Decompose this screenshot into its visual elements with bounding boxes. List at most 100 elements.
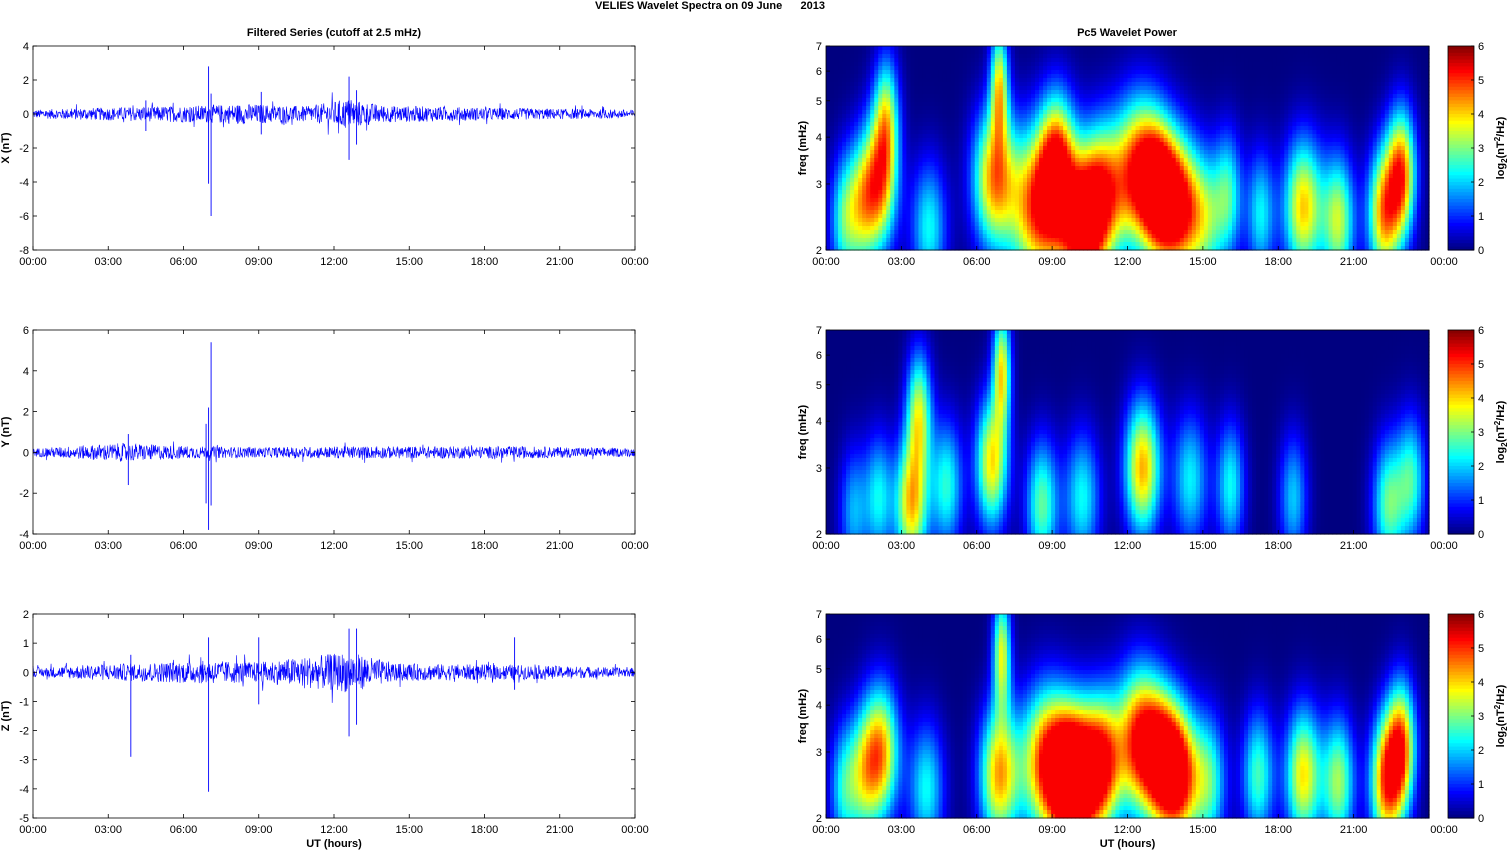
x-tick-label: 06:00 — [963, 256, 991, 268]
y-tick-label: 4 — [816, 700, 822, 712]
y-tick-label: -2 — [19, 488, 29, 500]
x-tick-label: 18:00 — [471, 824, 499, 836]
y-tick-label: -2 — [19, 143, 29, 155]
x-tick-label: 09:00 — [245, 540, 273, 552]
colorbar-tick-label: 1 — [1478, 211, 1484, 223]
plot-area — [33, 330, 635, 534]
figure-title: VELIES Wavelet Spectra on 09 June 2013 — [595, 0, 825, 12]
colorbar-tick-label: 5 — [1478, 359, 1484, 371]
colorbar-tick-label: 4 — [1478, 393, 1484, 405]
y-tick-label: 7 — [816, 609, 822, 621]
colorbar-tick-label: 0 — [1478, 529, 1484, 541]
colorbar-tick-label: 2 — [1478, 461, 1484, 473]
x-tick-label: 00:00 — [1430, 256, 1458, 268]
y-tick-label: 4 — [816, 416, 822, 428]
x-tick-label: 00:00 — [812, 256, 840, 268]
y-tick-label: 0 — [23, 109, 29, 121]
y-tick-label: -6 — [19, 211, 29, 223]
x-tick-label: 09:00 — [1038, 540, 1066, 552]
x-tick-label: 03:00 — [888, 540, 916, 552]
x-tick-label: 00:00 — [621, 540, 649, 552]
y-axis-label: freq (mHz) — [797, 120, 809, 175]
x-tick-label: 00:00 — [621, 256, 649, 268]
x-tick-label: 09:00 — [1038, 824, 1066, 836]
x-tick-label: 12:00 — [1114, 256, 1142, 268]
x-tick-label: 21:00 — [546, 256, 574, 268]
colorbar-tick-label: 2 — [1478, 745, 1484, 757]
y-axis-label: freq (mHz) — [797, 404, 809, 459]
y-tick-label: 3 — [816, 747, 822, 759]
y-tick-label: 2 — [23, 407, 29, 419]
x-tick-label: 00:00 — [812, 540, 840, 552]
x-tick-label: 00:00 — [19, 540, 47, 552]
x-tick-label: 00:00 — [1430, 540, 1458, 552]
x-tick-label: 00:00 — [621, 824, 649, 836]
x-tick-label: 03:00 — [94, 256, 122, 268]
colorbar-tick-label: 6 — [1478, 609, 1484, 621]
y-tick-label: 0 — [23, 447, 29, 459]
x-tick-label: 21:00 — [546, 540, 574, 552]
x-tick-label: 18:00 — [471, 256, 499, 268]
colorbar-tick-label: 0 — [1478, 813, 1484, 825]
colorbar-tick-label: 5 — [1478, 75, 1484, 87]
y-tick-label: 2 — [23, 609, 29, 621]
x-tick-label: 03:00 — [888, 824, 916, 836]
x-tick-label: 15:00 — [395, 256, 423, 268]
y-tick-label: 0 — [23, 667, 29, 679]
x-tick-label: 21:00 — [1340, 824, 1368, 836]
x-tick-label: 18:00 — [1264, 824, 1292, 836]
x-tick-label: 06:00 — [170, 824, 198, 836]
y-axis-label: freq (mHz) — [797, 688, 809, 743]
y-tick-label: -3 — [19, 755, 29, 767]
x-tick-label: 09:00 — [245, 824, 273, 836]
x-tick-label: 03:00 — [94, 824, 122, 836]
y-tick-label: 6 — [816, 66, 822, 78]
plot-area — [33, 46, 635, 250]
colorbar-tick-label: 2 — [1478, 177, 1484, 189]
x-tick-label: 06:00 — [170, 540, 198, 552]
series-panel-series-x: 420-2-4-6-800:00 03:00 06:00 09:00 12:00 15:0… — [0, 41, 649, 268]
colorbar-label: log2(nT2/Hz) — [1493, 116, 1509, 179]
x-tick-label: 21:00 — [546, 824, 574, 836]
plot-area — [33, 614, 635, 818]
y-tick-label: 1 — [23, 638, 29, 650]
colorbar-label: log2(nT2/Hz) — [1493, 400, 1509, 463]
colorbar-tick-label: 6 — [1478, 325, 1484, 337]
x-axis-label: UT (hours) — [1100, 838, 1156, 850]
x-tick-label: 18:00 — [1264, 256, 1292, 268]
colorbar-tick-label: 6 — [1478, 41, 1484, 53]
heatmap-cells — [826, 46, 1430, 251]
x-tick-label: 21:00 — [1340, 256, 1368, 268]
colorbar-tick-label: 4 — [1478, 109, 1484, 121]
x-tick-label: 12:00 — [320, 540, 348, 552]
y-tick-label: 4 — [816, 132, 822, 144]
colorbar-tick-label: 3 — [1478, 711, 1484, 723]
x-tick-label: 12:00 — [320, 256, 348, 268]
colorbar-tick-label: 0 — [1478, 245, 1484, 257]
y-tick-label: 4 — [23, 41, 29, 53]
x-axis-label: UT (hours) — [306, 838, 362, 850]
y-axis-label: Y (nT) — [0, 416, 12, 447]
y-tick-label: 3 — [816, 179, 822, 191]
x-tick-label: 09:00 — [1038, 256, 1066, 268]
y-tick-label: 7 — [816, 41, 822, 53]
y-tick-label: 5 — [816, 664, 822, 676]
x-tick-label: 18:00 — [471, 540, 499, 552]
colorbar-tick-label: 3 — [1478, 427, 1484, 439]
y-tick-label: 4 — [23, 366, 29, 378]
y-tick-label: 6 — [816, 350, 822, 362]
x-tick-label: 09:00 — [245, 256, 273, 268]
y-tick-label: -1 — [19, 696, 29, 708]
y-tick-label: -4 — [19, 177, 29, 189]
left-column-title: Filtered Series (cutoff at 2.5 mHz) — [247, 27, 422, 39]
y-tick-label: 5 — [816, 380, 822, 392]
x-tick-label: 00:00 — [19, 256, 47, 268]
y-tick-label: 7 — [816, 325, 822, 337]
x-tick-label: 12:00 — [320, 824, 348, 836]
y-tick-label: 6 — [23, 325, 29, 337]
x-tick-label: 15:00 — [395, 824, 423, 836]
